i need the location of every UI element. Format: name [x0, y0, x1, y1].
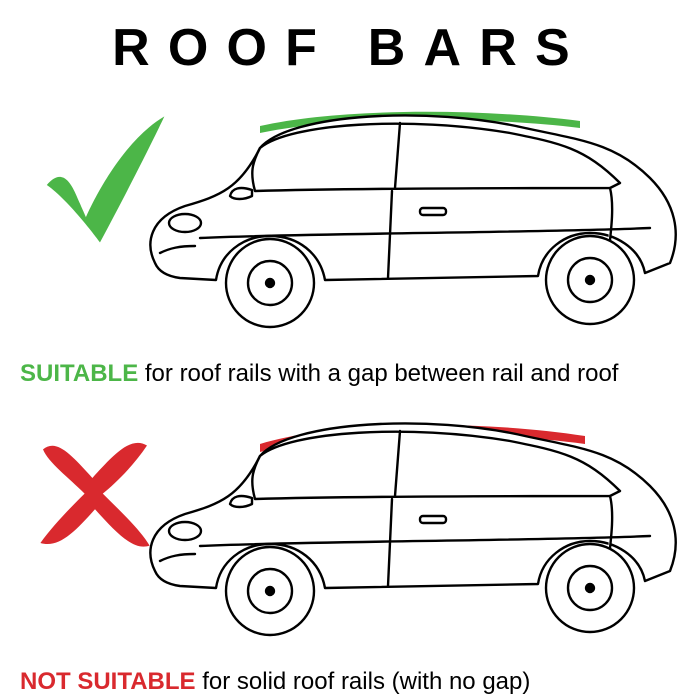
car-body	[150, 423, 675, 635]
caption-suitable: SUITABLE for roof rails with a gap betwe…	[20, 360, 618, 388]
caption-not-suitable: NOT SUITABLE for solid roof rails (with …	[20, 668, 530, 696]
caption-rest: for solid roof rails (with no gap)	[196, 668, 531, 695]
car-body	[150, 115, 675, 327]
caption-lead: NOT SUITABLE	[20, 668, 196, 695]
caption-rest: for roof rails with a gap between rail a…	[138, 360, 618, 387]
car-illustration-not-suitable	[110, 396, 690, 656]
section-suitable: SUITABLE for roof rails with a gap betwe…	[0, 88, 700, 388]
section-not-suitable: NOT SUITABLE for solid roof rails (with …	[0, 396, 700, 696]
page-title: ROOF BARS	[0, 0, 700, 78]
caption-lead: SUITABLE	[20, 360, 138, 387]
infographic: ROOF BARS	[0, 0, 700, 700]
car-illustration-suitable	[110, 88, 690, 348]
